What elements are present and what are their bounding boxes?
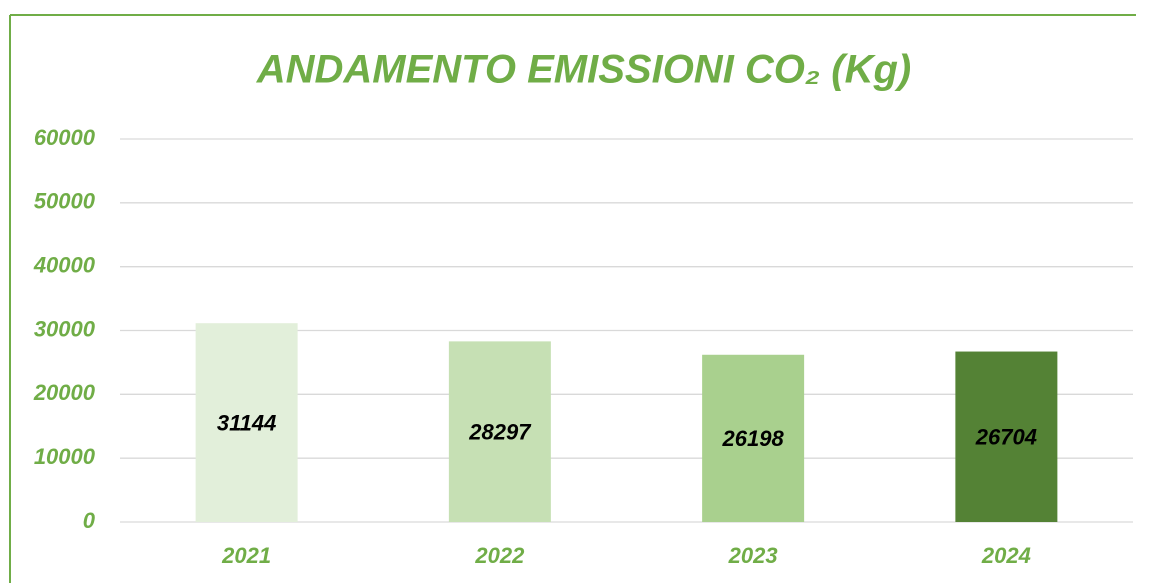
chart-title: ANDAMENTO EMISSIONI CO₂ (Kg): [256, 48, 912, 92]
y-tick-label: 60000: [34, 125, 96, 150]
bar: [195, 323, 298, 522]
x-tick-label: 2023: [728, 543, 778, 568]
data-label: 26198: [722, 426, 785, 451]
data-label: 31144: [217, 410, 277, 435]
x-tick-label: 2022: [474, 543, 525, 568]
y-tick-label: 30000: [34, 316, 96, 341]
x-tick-label: 2021: [221, 543, 271, 568]
y-tick-label: 20000: [33, 380, 96, 405]
bar: [448, 341, 551, 522]
data-label: 26704: [975, 425, 1037, 450]
data-label: 28297: [468, 419, 532, 444]
y-tick-label: 40000: [33, 252, 96, 277]
x-tick-label: 2024: [981, 543, 1031, 568]
y-tick-label: 50000: [34, 189, 96, 214]
y-tick-label: 0: [83, 508, 96, 533]
bar: [702, 354, 805, 522]
bar: [955, 351, 1058, 522]
y-tick-label: 10000: [34, 444, 96, 469]
